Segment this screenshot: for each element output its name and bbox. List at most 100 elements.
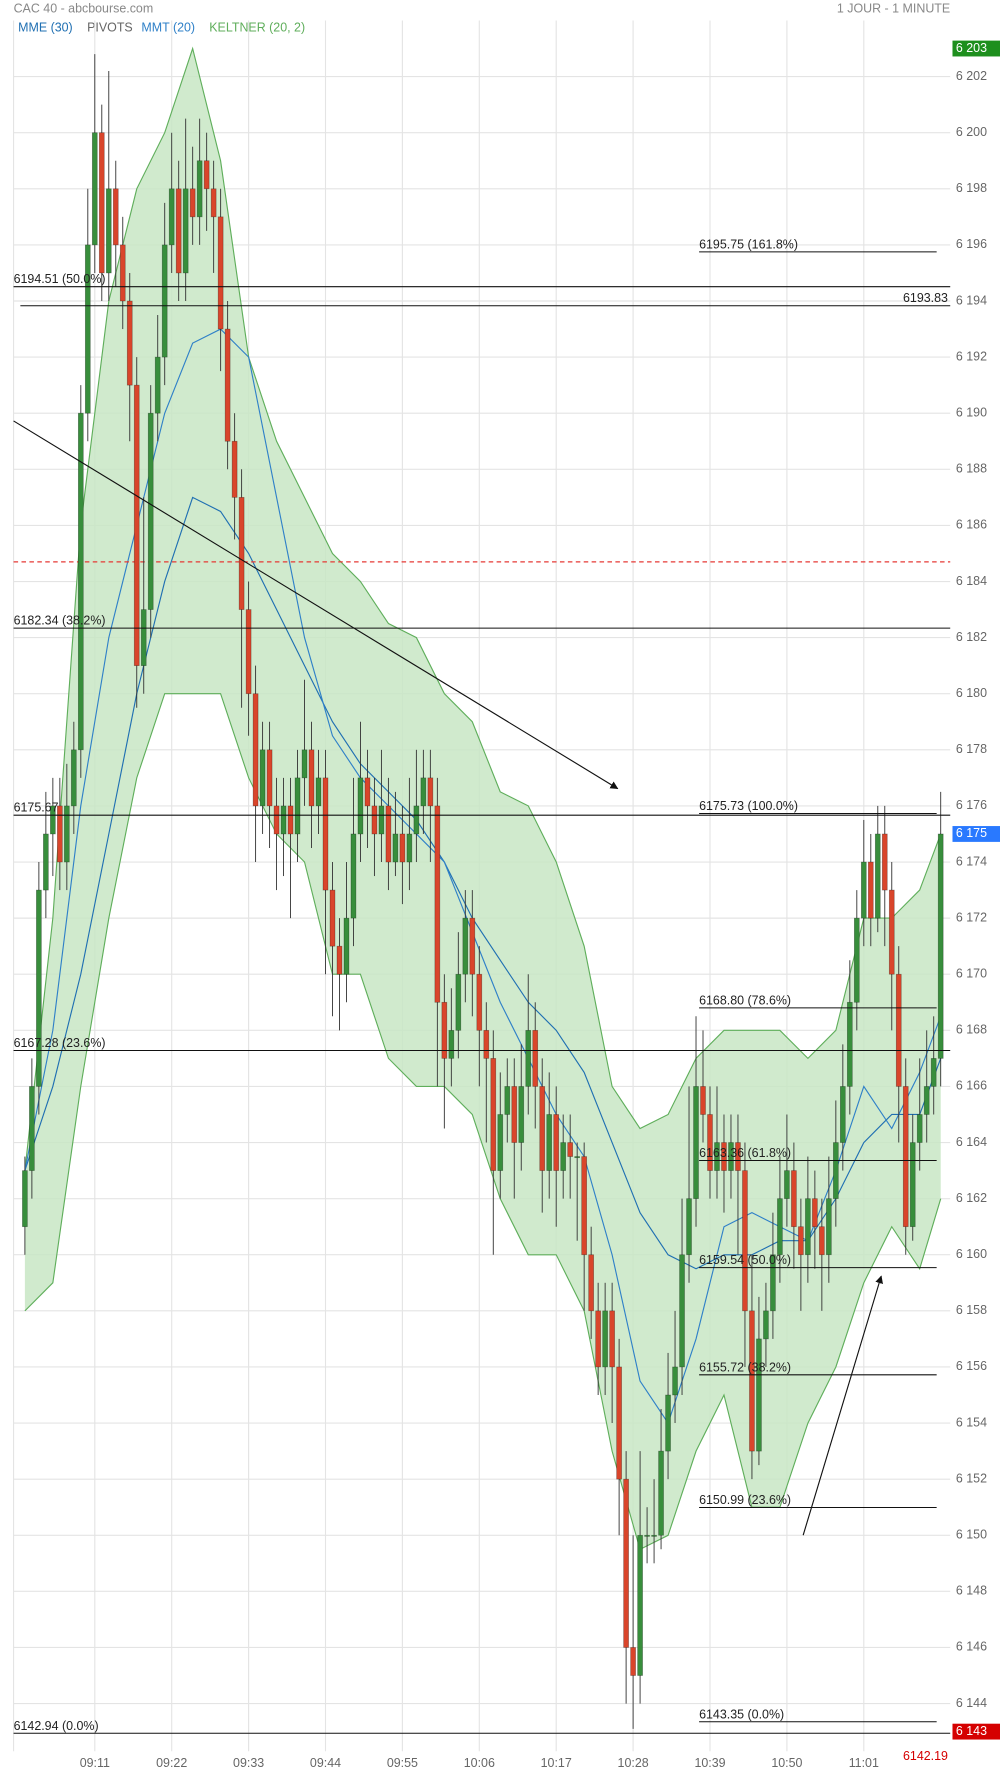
candle-body (392, 833, 399, 863)
candle-body (574, 1156, 580, 1159)
candle-body (867, 861, 874, 919)
price-marker-label: 6 203 (956, 41, 987, 55)
candle-body (147, 412, 154, 610)
drawings (13, 420, 883, 1536)
candle-body (245, 609, 252, 695)
keltner-lower (24, 693, 942, 1551)
candle-body (728, 1142, 734, 1171)
y-tick-label: 6 180 (956, 686, 987, 700)
candle-body (427, 777, 434, 807)
y-tick-label: 6 144 (956, 1696, 987, 1710)
candle-body (168, 188, 175, 246)
candle-body (196, 160, 203, 218)
y-tick-label: 6 188 (956, 462, 987, 476)
fib-label: 6168.80 (78.6%) (699, 993, 791, 1007)
candle-body (385, 805, 392, 863)
candle-body (259, 749, 266, 807)
candle-body (91, 132, 98, 246)
price-marker-label: 6142.19 (903, 1749, 948, 1763)
chart-subtitle: 1 JOUR - 1 MINUTE (837, 1, 950, 15)
y-tick-label: 6 156 (956, 1359, 987, 1373)
trend-arrow (13, 420, 619, 790)
candle-body (112, 188, 119, 246)
candle-body (595, 1310, 601, 1368)
x-tick-label: 09:22 (156, 1756, 187, 1770)
y-tick-label: 6 160 (956, 1247, 987, 1261)
candle-body (777, 1198, 783, 1256)
y-tick-label: 6 176 (956, 798, 987, 812)
candle-body (133, 384, 140, 667)
candle-body (888, 889, 895, 975)
candle-body (329, 889, 336, 947)
price-marker-label: 6 175 (956, 826, 987, 840)
candle-body (658, 1450, 664, 1536)
price-marker (952, 40, 1000, 57)
candle-body (378, 805, 385, 835)
candle-body (644, 1534, 650, 1537)
candle-body (57, 805, 63, 863)
candle-body (923, 1086, 930, 1115)
candle-body (469, 917, 476, 975)
keltner-upper (24, 46, 942, 1171)
candle-body (665, 1394, 671, 1452)
candle-body (853, 917, 860, 1003)
candle-body (462, 917, 469, 975)
x-tick-label: 10:39 (694, 1756, 725, 1770)
candle-body (763, 1310, 769, 1340)
y-tick-label: 6 202 (956, 69, 987, 83)
level-label: 6193.83 (903, 291, 948, 305)
candle-body (735, 1142, 741, 1171)
candle-body (238, 497, 245, 610)
x-tick-label: 10:06 (464, 1756, 495, 1770)
candle-body (483, 1029, 490, 1059)
candle-body (511, 1086, 518, 1143)
candle-body (707, 1114, 713, 1171)
y-tick-label: 6 162 (956, 1191, 987, 1205)
candle-body (252, 693, 259, 807)
y-tick-label: 6 158 (956, 1303, 987, 1317)
candle-body (623, 1478, 629, 1648)
candle-body (616, 1366, 622, 1480)
x-tick-label: 09:11 (80, 1756, 110, 1770)
candle-body (560, 1142, 567, 1171)
candle-body (371, 805, 378, 835)
candle-body (364, 777, 371, 807)
fib-label: 6143.35 (0.0%) (699, 1707, 784, 1721)
x-tick-label: 10:17 (541, 1756, 572, 1770)
candle-body (336, 945, 343, 975)
candle-body (273, 805, 280, 835)
fib-label: 6195.75 (161.8%) (699, 237, 798, 251)
y-tick-label: 6 182 (956, 630, 987, 644)
candle-body (413, 805, 420, 835)
candle-body (70, 749, 77, 807)
candle-body (50, 805, 56, 835)
candle-body (798, 1226, 804, 1256)
candle-body (64, 805, 70, 863)
fib-label: 6167.28 (23.6%) (14, 1036, 106, 1050)
candle-body (301, 749, 308, 779)
candle-body (36, 889, 42, 1087)
chart-title: CAC 40 - abcbourse.com (14, 1, 154, 15)
candle-body (700, 1086, 706, 1115)
candle-body (895, 973, 902, 1087)
candle-body (525, 1029, 532, 1087)
y-tick-label: 6 170 (956, 967, 987, 981)
y-tick-label: 6 190 (956, 405, 987, 419)
y-tick-label: 6 192 (956, 349, 987, 363)
y-tick-label: 6 146 (956, 1640, 987, 1654)
price-marker (952, 826, 1000, 842)
candle-body (749, 1310, 755, 1452)
y-tick-label: 6 200 (956, 125, 987, 139)
candle-body (567, 1142, 574, 1157)
candle-body (126, 300, 133, 386)
candle-body (839, 1086, 846, 1143)
fib-label: 6155.72 (38.2%) (699, 1360, 791, 1374)
y-tick-label: 6 198 (956, 181, 987, 195)
candle-body (874, 833, 881, 919)
candle-body (175, 188, 182, 274)
candle-body (721, 1142, 727, 1171)
candle-body (651, 1534, 657, 1537)
fib-label: 6142.94 (0.0%) (14, 1719, 99, 1733)
candle-body (280, 805, 287, 835)
price-marker (952, 1723, 1000, 1740)
